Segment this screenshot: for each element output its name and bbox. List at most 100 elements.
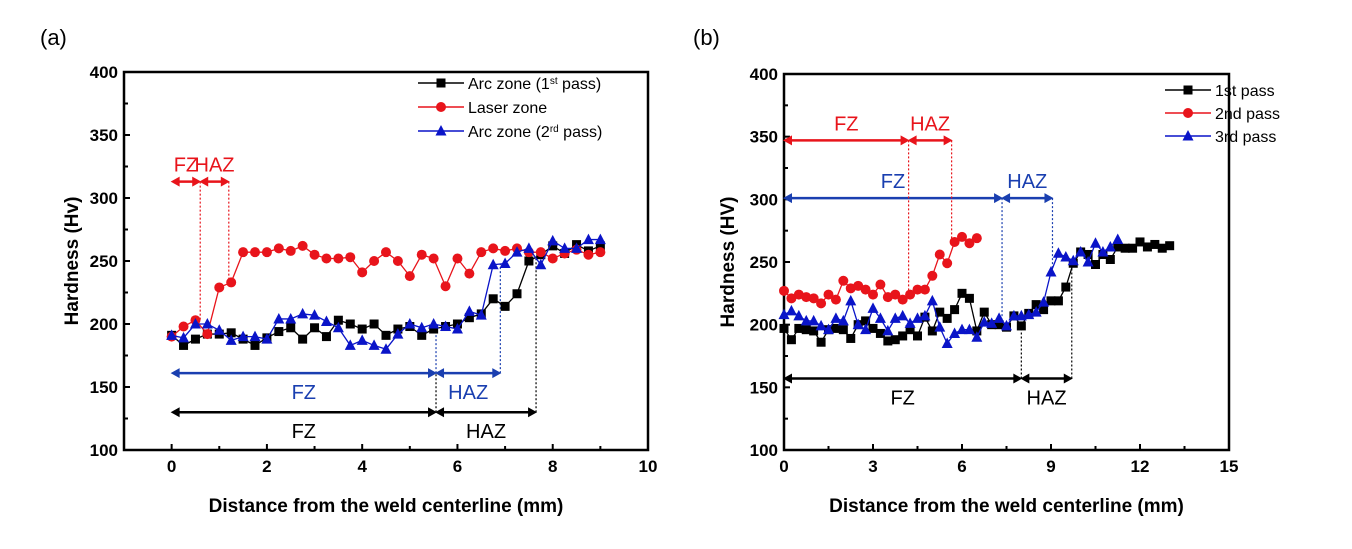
annotation-haz: HAZ — [435, 407, 538, 443]
annotation-fz: FZ — [170, 368, 438, 404]
legend-marker — [435, 125, 447, 136]
data-point — [883, 336, 893, 346]
annotation-label: FZ — [890, 388, 914, 410]
legend-label: 1st pass — [1215, 83, 1275, 100]
data-point — [368, 339, 380, 350]
series-2nd-pass — [779, 231, 982, 309]
arrow-head-left — [783, 193, 792, 204]
series-3rd-pass — [778, 233, 1124, 348]
data-point — [1067, 254, 1079, 266]
data-point — [547, 234, 559, 246]
annotation-label: FZ — [292, 421, 316, 443]
data-point — [994, 320, 1004, 330]
data-point — [1113, 242, 1123, 252]
data-point — [463, 305, 475, 316]
data-point — [404, 271, 415, 282]
arrow-head-left — [170, 407, 180, 418]
data-point — [993, 312, 1005, 323]
arrow-head-right — [428, 368, 438, 379]
data-point — [1008, 309, 1020, 321]
x-axis-title: Distance from the weld centerline (mm) — [829, 496, 1184, 517]
arrow-head-right — [1013, 373, 1023, 384]
arrow-head-left — [170, 368, 180, 379]
y-tick-label: 350 — [750, 128, 778, 147]
data-point — [285, 245, 296, 256]
arrow-head-left — [1020, 373, 1030, 384]
data-point — [1038, 296, 1050, 307]
data-point — [214, 282, 225, 293]
data-point — [1105, 254, 1115, 264]
data-point — [1030, 306, 1042, 317]
data-point — [934, 249, 945, 260]
data-point — [1135, 237, 1145, 247]
panel-label: (b) — [693, 25, 720, 50]
data-point — [950, 305, 960, 315]
data-point — [488, 294, 498, 304]
legend-label: 3rd pass — [1215, 129, 1276, 146]
data-point — [964, 293, 974, 303]
annotation-fz: FZ — [783, 113, 910, 146]
y-tick-label: 200 — [750, 316, 778, 335]
data-point — [237, 330, 249, 342]
data-point — [919, 309, 931, 321]
y-tick-label: 250 — [90, 252, 118, 271]
annotation-label: HAZ — [1027, 388, 1067, 410]
data-point — [890, 289, 901, 300]
arrow-head-right — [492, 368, 502, 379]
data-point — [226, 328, 236, 338]
data-point — [964, 238, 975, 249]
annotation-label: HAZ — [1007, 171, 1047, 193]
arrow-head-right — [428, 407, 438, 418]
data-point — [845, 294, 857, 306]
legend: Arc zone (1st pass) Laser zone Arc zone (2… — [418, 76, 602, 142]
data-point — [548, 241, 558, 251]
data-point — [452, 253, 463, 264]
arrow-head-right — [900, 135, 910, 146]
data-point — [392, 328, 404, 339]
data-point — [416, 249, 427, 260]
data-point — [273, 312, 285, 324]
data-point — [808, 314, 820, 326]
data-point — [860, 323, 872, 335]
data-point — [853, 280, 864, 291]
data-point — [860, 284, 871, 295]
data-point — [310, 323, 320, 333]
arrow-head-right — [994, 193, 1004, 204]
data-point — [547, 253, 558, 264]
data-point — [381, 247, 391, 258]
annotation-fz: FZ — [170, 407, 438, 443]
y-tick-label: 300 — [90, 189, 118, 208]
data-point — [838, 275, 849, 286]
arrow-head-right — [528, 407, 538, 418]
legend-item: 3rd pass — [1165, 129, 1276, 146]
legend-label: 2nd pass — [1215, 106, 1280, 123]
data-point — [428, 318, 440, 329]
data-point — [298, 334, 308, 344]
data-point — [488, 243, 499, 254]
x-tick-label: 6 — [453, 457, 462, 476]
arrow-head-left — [435, 407, 445, 418]
data-point — [261, 247, 272, 258]
data-point — [919, 284, 930, 295]
data-point — [344, 339, 356, 350]
data-point — [285, 312, 297, 324]
data-point — [1097, 245, 1109, 257]
legend-label: Arc zone (2rd pass) — [468, 124, 602, 142]
data-point — [392, 256, 403, 266]
data-point — [779, 285, 789, 296]
data-point — [595, 247, 606, 258]
data-point — [1031, 300, 1041, 310]
data-point — [971, 233, 982, 244]
data-point — [823, 289, 834, 300]
annotation-label: FZ — [834, 113, 858, 135]
data-point — [464, 268, 475, 279]
data-point — [309, 309, 321, 320]
data-point — [927, 270, 938, 281]
annotation-label: HAZ — [448, 382, 488, 404]
data-point — [190, 334, 200, 344]
data-point — [321, 332, 331, 342]
arrow-head-right — [220, 176, 230, 187]
annotation-fz: FZ — [783, 171, 1004, 204]
data-point — [949, 236, 960, 247]
data-point — [830, 294, 841, 305]
